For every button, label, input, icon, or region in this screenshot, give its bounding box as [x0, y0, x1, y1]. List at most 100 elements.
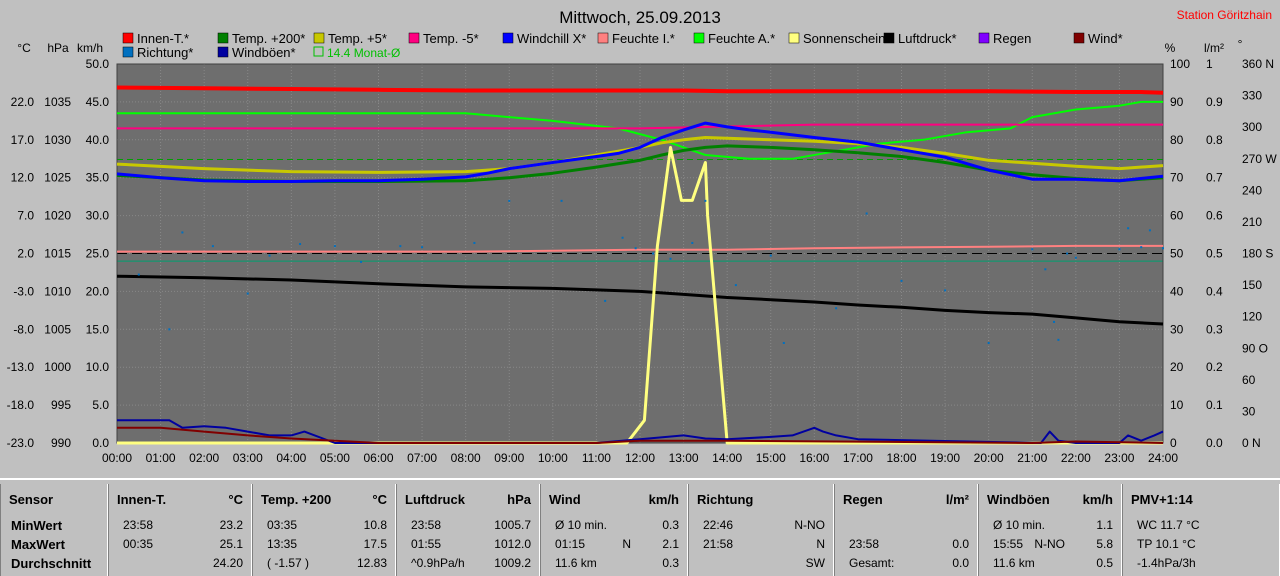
y-tick-lm2: 0.1	[1206, 398, 1223, 412]
y-tick-temp: 17.0	[11, 133, 35, 147]
y-tick-temp: -18.0	[7, 398, 35, 412]
y-tick-pct: 90	[1170, 95, 1184, 109]
series-line	[116, 274, 1164, 326]
stats-panel: Temp. +200 °C 03:35 10.8 13:35 17.5 ( -1.57 ) 1…	[252, 484, 396, 576]
panel-header: Luftdruck hPa	[405, 492, 531, 507]
row-time: WC 11.7 °C	[1137, 518, 1200, 532]
x-tick: 18:00	[886, 451, 916, 465]
x-tick: 11:00	[582, 451, 611, 465]
y-tick-deg: 300	[1242, 120, 1262, 134]
stats-panel: Wind km/h Ø 10 min. 0.3 01:15 N 2.1 11.6 km 0.3	[540, 484, 688, 576]
legend-swatch	[597, 32, 609, 44]
y-tick-kmh: 45.0	[86, 95, 110, 109]
x-tick: 15:00	[756, 451, 786, 465]
panel-unit: km/h	[648, 492, 679, 507]
panel-row: ( -1.57 ) 12.83	[261, 556, 387, 574]
row-time: 03:35	[267, 518, 298, 532]
legend-label: Wind*	[1088, 31, 1123, 46]
series-line	[117, 244, 1163, 253]
y-tick-deg: 150	[1242, 278, 1262, 292]
direction-point	[1057, 338, 1060, 341]
stats-panel: Richtung 22:46 N-NO 21:58 N SW	[688, 484, 834, 576]
x-tick: 24:00	[1148, 451, 1178, 465]
row-time: 13:35	[267, 537, 298, 551]
y-tick-hpa: 1030	[44, 133, 71, 147]
y-tick-deg: 0 N	[1242, 436, 1261, 450]
panel-row: SW	[697, 556, 825, 574]
panel-header: Temp. +200 °C	[261, 492, 387, 507]
axis-header-pct: %	[1165, 41, 1176, 55]
y-tick-kmh: 10.0	[86, 360, 110, 374]
panel-row: 00:35 25.1	[117, 537, 243, 555]
series-line	[116, 85, 1164, 95]
row-value: 25.1	[219, 537, 243, 551]
plot-border	[116, 63, 1164, 444]
y-tick-deg: 120	[1242, 310, 1262, 324]
y-tick-deg: 60	[1242, 373, 1256, 387]
row-value: 0.0	[952, 556, 969, 570]
row-value: 0.5	[1096, 556, 1113, 570]
legend-label: Windböen*	[232, 45, 296, 60]
direction-point	[333, 245, 336, 248]
row-value: 17.5	[363, 537, 387, 551]
row-time: 15:55	[993, 537, 1024, 551]
y-tick-lm2: 1	[1206, 57, 1213, 71]
direction-point	[1148, 229, 1151, 232]
y-tick-hpa: 1005	[44, 322, 71, 336]
row-time: 23:58	[411, 518, 442, 532]
direction-point	[604, 299, 607, 302]
y-tick-kmh: 5.0	[92, 398, 109, 412]
direction-point	[835, 307, 838, 310]
direction-point	[1044, 268, 1047, 271]
legend-label: Innen-T.*	[137, 31, 189, 46]
direction-point	[1140, 246, 1143, 249]
x-tick: 07:00	[407, 451, 437, 465]
row-time: 01:55	[411, 537, 442, 551]
y-tick-hpa: 1015	[44, 247, 71, 261]
panel-row: 03:35 10.8	[261, 518, 387, 536]
panel-unit: km/h	[1082, 492, 1113, 507]
row-value: 10.8	[363, 518, 387, 532]
stats-panel: Regen l/m² 23:58 0.0 Gesamt: 0.0	[834, 484, 978, 576]
direction-point	[987, 341, 990, 344]
stats-panel: Innen-T. °C 23:58 23.2 00:35 25.1 24.20	[108, 484, 252, 576]
y-tick-lm2: 0.6	[1206, 209, 1223, 223]
panel-header: Innen-T. °C	[117, 492, 243, 507]
legend-label: 14.4 Monat-Ø	[327, 46, 400, 60]
x-tick: 06:00	[363, 451, 393, 465]
x-tick: 10:00	[538, 451, 568, 465]
panel-unit: °C	[228, 492, 243, 507]
row-value: 12.83	[356, 556, 387, 570]
direction-point	[734, 284, 737, 287]
y-tick-pct: 10	[1170, 398, 1184, 412]
panel-row: 01:15 N 2.1	[549, 537, 679, 555]
y-tick-hpa: 1020	[44, 209, 71, 223]
panel-header: Richtung	[697, 492, 825, 507]
panel-row: Ø 10 min. 1.1	[987, 518, 1113, 536]
y-tick-pct: 70	[1170, 171, 1184, 185]
y-tick-pct: 60	[1170, 209, 1184, 223]
y-tick-hpa: 995	[51, 398, 71, 412]
direction-point	[560, 199, 563, 202]
series-line	[117, 419, 1164, 444]
direction-point	[944, 289, 947, 292]
row-time: 11.6 km	[993, 556, 1035, 570]
legend-label: Luftdruck*	[898, 31, 957, 46]
chart-title: Mittwoch, 25.09.2013	[559, 8, 721, 27]
stats-panel: Luftdruck hPa 23:58 1005.7 01:55 1012.0 ^0.9hP…	[396, 484, 540, 576]
row-time: 23:58	[123, 518, 154, 532]
legend-swatch	[217, 46, 229, 58]
legend-swatch	[693, 32, 705, 44]
x-tick: 00:00	[102, 451, 132, 465]
legend-swatch	[408, 32, 420, 44]
y-tick-deg: 210	[1242, 215, 1262, 229]
panel-title: Innen-T.	[117, 492, 167, 507]
y-tick-deg: 330	[1242, 89, 1262, 103]
direction-point	[211, 245, 214, 248]
sensor-header: Sensor	[9, 492, 54, 507]
legend-swatch	[217, 32, 229, 44]
axis-header-temp: °C	[17, 41, 31, 55]
row-value: 24.20	[212, 556, 243, 570]
y-tick-kmh: 50.0	[86, 57, 110, 71]
direction-point	[865, 212, 868, 215]
